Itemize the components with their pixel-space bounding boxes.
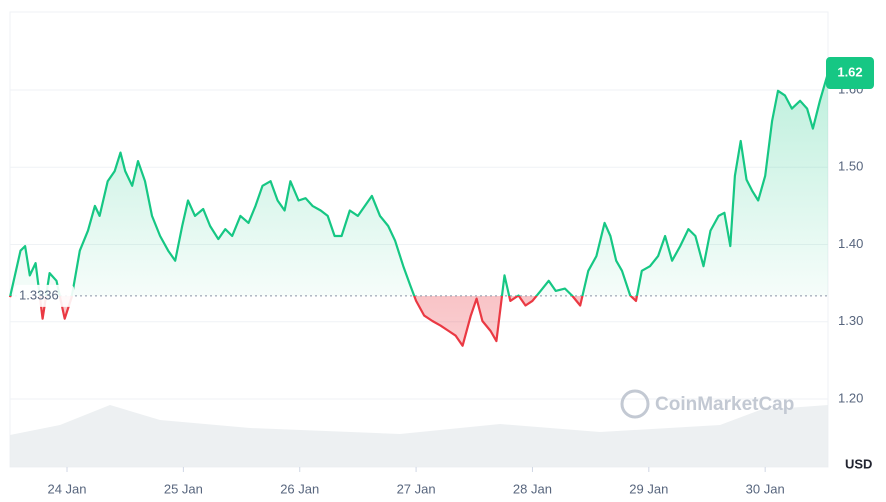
watermark-logo <box>620 389 650 419</box>
current-price-badge <box>826 57 874 90</box>
current-price-label: 1.62 <box>837 64 862 79</box>
y-tick-label: 1.20 <box>838 390 863 405</box>
watermark: CoinMarketCap <box>655 394 794 415</box>
baseline-label: 1.3336 <box>19 287 59 302</box>
price-line <box>8 72 830 347</box>
y-tick-label: 1.30 <box>838 313 863 328</box>
x-tick-label: 27 Jan <box>397 481 436 496</box>
baseline-label-bg <box>14 284 74 307</box>
unit-label: USD <box>845 456 872 471</box>
x-tick-label: 30 Jan <box>746 481 785 496</box>
volume-area <box>10 405 828 467</box>
y-tick-label: 1.50 <box>838 159 863 174</box>
x-tick-label: 24 Jan <box>47 481 86 496</box>
y-tick-label: 1.40 <box>838 236 863 251</box>
x-tick-label: 29 Jan <box>629 481 668 496</box>
x-tick-label: 28 Jan <box>513 481 552 496</box>
x-tick-label: 26 Jan <box>280 481 319 496</box>
x-tick-label: 25 Jan <box>164 481 203 496</box>
